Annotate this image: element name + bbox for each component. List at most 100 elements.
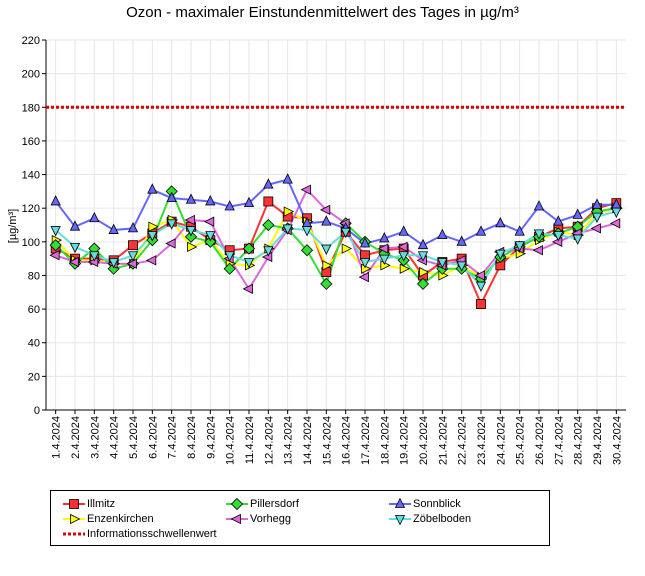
x-tick-label: 22.4.2024: [457, 416, 469, 465]
y-tick-label: 0: [34, 405, 40, 417]
axes: [42, 39, 626, 414]
y-tick-label: 160: [22, 136, 40, 148]
data-point-zoebelboden: [475, 281, 487, 292]
data-point-sonnblick: [417, 238, 429, 250]
legend-swatch: [226, 497, 248, 511]
data-point-sonnblick: [166, 191, 177, 202]
data-point-sonnblick: [553, 215, 564, 226]
data-point-sonnblick: [572, 208, 583, 219]
data-point-illmitz: [476, 299, 486, 309]
data-point-sonnblick: [127, 221, 139, 233]
legend-label: Sonnblick: [413, 498, 461, 510]
data-point-zoebelboden: [185, 226, 197, 237]
data-point-illmitz: [263, 196, 274, 207]
legend-swatch: [63, 532, 85, 536]
x-tick-label: 18.4.2024: [379, 416, 391, 465]
data-point-vorhegg: [68, 256, 79, 268]
x-tick-label: 4.4.2024: [109, 416, 121, 459]
legend-label: Zöbelboden: [413, 513, 472, 525]
data-point-sonnblick: [533, 200, 545, 211]
data-point-zoebelboden: [127, 251, 139, 262]
data-point-zoebelboden: [205, 231, 216, 242]
data-point-zoebelboden: [591, 212, 603, 223]
data-point-zoebelboden: [301, 226, 313, 237]
data-point-enzenkirchen: [322, 260, 333, 271]
data-point-zoebelboden: [282, 224, 293, 235]
legend-swatch: [389, 497, 411, 508]
data-point-zoebelboden: [69, 242, 81, 254]
y-tick-label: 40: [28, 338, 40, 350]
data-point-enzenkirchen: [399, 263, 411, 274]
data-point-pillersdorf: [300, 244, 314, 257]
x-tick-label: 24.4.2024: [495, 416, 507, 465]
data-point-vorhegg: [184, 214, 195, 226]
legend-label: Enzenkirchen: [87, 513, 154, 525]
data-point-vorhegg: [532, 245, 543, 256]
data-point-vorhegg: [590, 223, 601, 234]
data-point-vorhegg: [87, 256, 99, 268]
y-tick-label: 200: [22, 69, 40, 81]
x-tick-label: 10.4.2024: [225, 416, 237, 465]
data-point-zoebelboden: [263, 246, 274, 257]
data-point-sonnblick: [379, 232, 390, 243]
x-tick-label: 12.4.2024: [263, 416, 275, 465]
data-point-vorhegg: [551, 236, 563, 247]
data-point-enzenkirchen: [148, 221, 159, 232]
data-point-zoebelboden: [533, 229, 545, 240]
data-point-zoebelboden: [50, 226, 61, 237]
legend: Illmitz Enzenkirchen Pillersdorf Vorhegg Son…: [50, 490, 550, 546]
data-point-sonnblick: [69, 220, 81, 231]
chart-title: Ozon - maximaler Einstundenmittelwert de…: [126, 4, 519, 21]
data-point-pillersdorf: [204, 235, 217, 248]
legend-swatch: [226, 513, 248, 525]
y-axis-label: [µg/m³]: [7, 209, 19, 243]
data-point-sonnblick: [359, 237, 371, 248]
data-point-zoebelboden: [572, 234, 583, 245]
data-point-zoebelboden: [340, 227, 351, 239]
x-tick-label: 27.4.2024: [553, 416, 565, 465]
data-point-zoebelboden: [147, 231, 158, 242]
data-point-zoebelboden: [514, 241, 525, 252]
data-point-sonnblick: [50, 195, 61, 206]
data-point-sonnblick: [147, 183, 158, 194]
data-point-vorhegg: [165, 238, 176, 249]
data-point-sonnblick: [89, 211, 100, 223]
legend-label: Informationsschwellenwert: [87, 528, 217, 540]
data-point-enzenkirchen: [283, 206, 295, 217]
legend-label: Illmitz: [87, 498, 116, 510]
x-tick-label: 14.4.2024: [302, 416, 314, 465]
y-tick-label: 100: [22, 237, 40, 249]
data-point-pillersdorf: [416, 277, 430, 290]
data-point-zoebelboden: [243, 258, 255, 269]
x-tick-label: 16.4.2024: [341, 416, 353, 465]
data-point-enzenkirchen: [419, 266, 430, 278]
data-point-sonnblick: [514, 225, 525, 236]
y-tick-label: 180: [22, 102, 40, 114]
x-tick-label: 23.4.2024: [476, 416, 488, 465]
data-point-enzenkirchen: [380, 260, 391, 271]
data-point-pillersdorf: [262, 218, 275, 232]
legend-label: Vorhegg: [250, 513, 291, 525]
y-tick-label: 140: [22, 170, 40, 182]
data-point-zoebelboden: [89, 251, 100, 262]
data-point-pillersdorf: [320, 277, 333, 290]
data-point-zoebelboden: [108, 258, 119, 269]
data-point-zoebelboden: [224, 251, 235, 262]
y-tick-label: 80: [28, 270, 40, 282]
data-point-sonnblick: [108, 223, 119, 234]
x-tick-label: 6.4.2024: [147, 416, 159, 459]
data-point-zoebelboden: [437, 258, 448, 269]
x-tick-label: 26.4.2024: [534, 416, 546, 465]
data-point-enzenkirchen: [187, 241, 198, 253]
data-point-zoebelboden: [379, 254, 390, 266]
data-point-sonnblick: [475, 225, 487, 236]
y-tick-label: 120: [22, 203, 40, 215]
data-point-illmitz: [128, 240, 138, 251]
legend-swatch: [63, 499, 85, 509]
data-point-vorhegg: [126, 258, 137, 269]
x-tick-label: 11.4.2024: [244, 416, 256, 464]
x-tick-label: 21.4.2024: [437, 416, 449, 465]
x-tick-label: 29.4.2024: [592, 416, 604, 465]
data-point-zoebelboden: [359, 258, 371, 269]
